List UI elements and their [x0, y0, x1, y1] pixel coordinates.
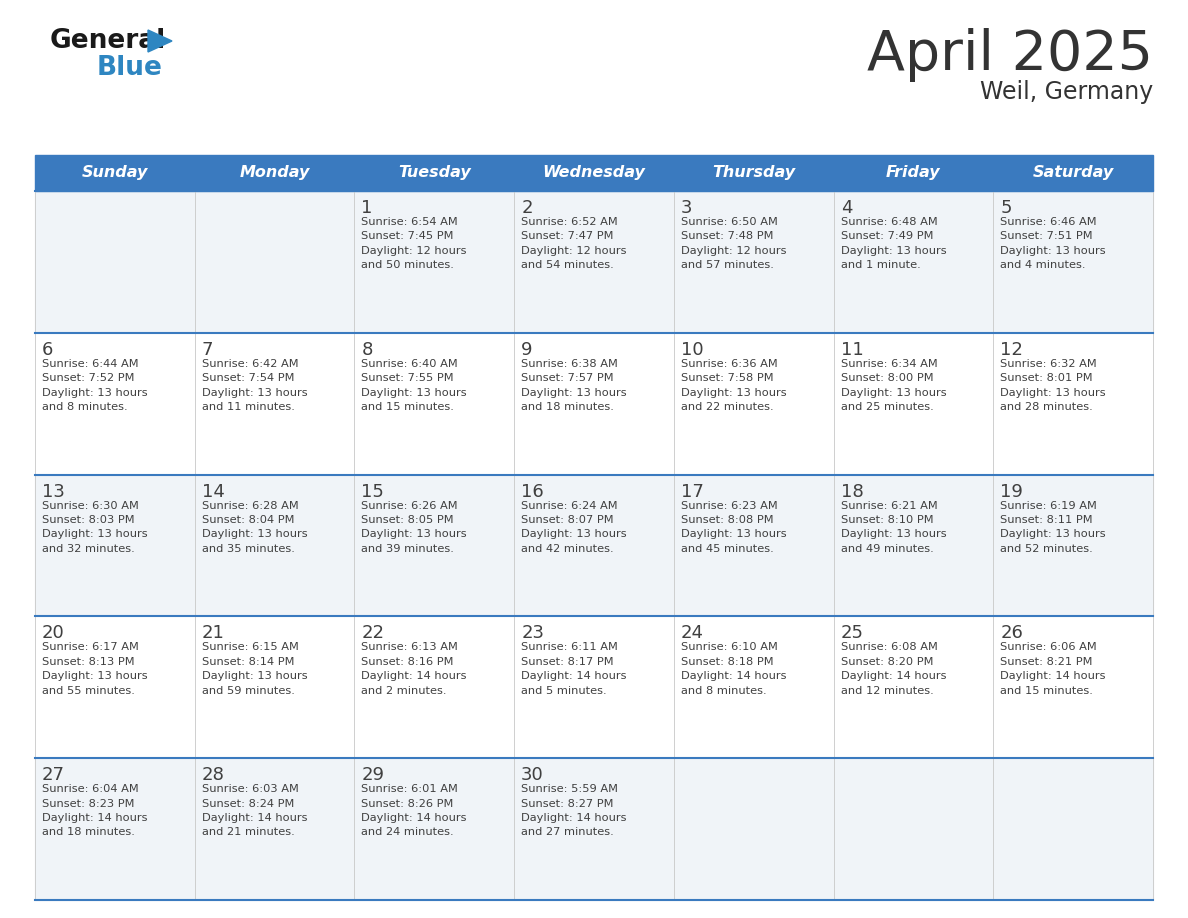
Text: 19: 19: [1000, 483, 1023, 500]
Text: 21: 21: [202, 624, 225, 643]
Text: Sunday: Sunday: [82, 165, 148, 181]
Text: Sunrise: 6:04 AM
Sunset: 8:23 PM
Daylight: 14 hours
and 18 minutes.: Sunrise: 6:04 AM Sunset: 8:23 PM Dayligh…: [42, 784, 147, 837]
Text: April 2025: April 2025: [867, 28, 1154, 82]
Text: Sunrise: 6:15 AM
Sunset: 8:14 PM
Daylight: 13 hours
and 59 minutes.: Sunrise: 6:15 AM Sunset: 8:14 PM Dayligh…: [202, 643, 308, 696]
Text: 20: 20: [42, 624, 65, 643]
Bar: [34, 475, 1154, 616]
Text: 9: 9: [522, 341, 532, 359]
Text: General: General: [50, 28, 166, 54]
Text: Sunrise: 6:19 AM
Sunset: 8:11 PM
Daylight: 13 hours
and 52 minutes.: Sunrise: 6:19 AM Sunset: 8:11 PM Dayligh…: [1000, 500, 1106, 554]
Text: Thursday: Thursday: [712, 165, 795, 181]
Text: Sunrise: 6:28 AM
Sunset: 8:04 PM
Daylight: 13 hours
and 35 minutes.: Sunrise: 6:28 AM Sunset: 8:04 PM Dayligh…: [202, 500, 308, 554]
Polygon shape: [148, 30, 172, 52]
Text: 3: 3: [681, 199, 693, 217]
Text: Sunrise: 6:44 AM
Sunset: 7:52 PM
Daylight: 13 hours
and 8 minutes.: Sunrise: 6:44 AM Sunset: 7:52 PM Dayligh…: [42, 359, 147, 412]
Text: Sunrise: 6:13 AM
Sunset: 8:16 PM
Daylight: 14 hours
and 2 minutes.: Sunrise: 6:13 AM Sunset: 8:16 PM Dayligh…: [361, 643, 467, 696]
Text: 14: 14: [202, 483, 225, 500]
Text: 2: 2: [522, 199, 532, 217]
Bar: [34, 155, 1154, 191]
Text: Sunrise: 6:26 AM
Sunset: 8:05 PM
Daylight: 13 hours
and 39 minutes.: Sunrise: 6:26 AM Sunset: 8:05 PM Dayligh…: [361, 500, 467, 554]
Text: Sunrise: 6:08 AM
Sunset: 8:20 PM
Daylight: 14 hours
and 12 minutes.: Sunrise: 6:08 AM Sunset: 8:20 PM Dayligh…: [841, 643, 946, 696]
Text: Blue: Blue: [97, 55, 163, 81]
Bar: [34, 333, 1154, 475]
Text: 15: 15: [361, 483, 384, 500]
Text: Sunrise: 6:52 AM
Sunset: 7:47 PM
Daylight: 12 hours
and 54 minutes.: Sunrise: 6:52 AM Sunset: 7:47 PM Dayligh…: [522, 217, 626, 270]
Text: Sunrise: 6:34 AM
Sunset: 8:00 PM
Daylight: 13 hours
and 25 minutes.: Sunrise: 6:34 AM Sunset: 8:00 PM Dayligh…: [841, 359, 946, 412]
Text: 11: 11: [841, 341, 864, 359]
Text: Friday: Friday: [886, 165, 941, 181]
Text: 12: 12: [1000, 341, 1023, 359]
Text: 1: 1: [361, 199, 373, 217]
Text: 6: 6: [42, 341, 53, 359]
Text: Sunrise: 6:42 AM
Sunset: 7:54 PM
Daylight: 13 hours
and 11 minutes.: Sunrise: 6:42 AM Sunset: 7:54 PM Dayligh…: [202, 359, 308, 412]
Bar: [34, 191, 1154, 333]
Text: Sunrise: 6:10 AM
Sunset: 8:18 PM
Daylight: 14 hours
and 8 minutes.: Sunrise: 6:10 AM Sunset: 8:18 PM Dayligh…: [681, 643, 786, 696]
Text: 13: 13: [42, 483, 65, 500]
Text: 26: 26: [1000, 624, 1023, 643]
Text: 30: 30: [522, 767, 544, 784]
Text: Sunrise: 6:24 AM
Sunset: 8:07 PM
Daylight: 13 hours
and 42 minutes.: Sunrise: 6:24 AM Sunset: 8:07 PM Dayligh…: [522, 500, 627, 554]
Text: Sunrise: 6:01 AM
Sunset: 8:26 PM
Daylight: 14 hours
and 24 minutes.: Sunrise: 6:01 AM Sunset: 8:26 PM Dayligh…: [361, 784, 467, 837]
Text: 8: 8: [361, 341, 373, 359]
Text: Sunrise: 5:59 AM
Sunset: 8:27 PM
Daylight: 14 hours
and 27 minutes.: Sunrise: 5:59 AM Sunset: 8:27 PM Dayligh…: [522, 784, 626, 837]
Text: Saturday: Saturday: [1032, 165, 1114, 181]
Text: 4: 4: [841, 199, 852, 217]
Text: 27: 27: [42, 767, 65, 784]
Text: Sunrise: 6:30 AM
Sunset: 8:03 PM
Daylight: 13 hours
and 32 minutes.: Sunrise: 6:30 AM Sunset: 8:03 PM Dayligh…: [42, 500, 147, 554]
Text: Sunrise: 6:21 AM
Sunset: 8:10 PM
Daylight: 13 hours
and 49 minutes.: Sunrise: 6:21 AM Sunset: 8:10 PM Dayligh…: [841, 500, 946, 554]
Text: Monday: Monday: [240, 165, 310, 181]
Text: 28: 28: [202, 767, 225, 784]
Text: 5: 5: [1000, 199, 1012, 217]
Text: 7: 7: [202, 341, 213, 359]
Text: 16: 16: [522, 483, 544, 500]
Text: Sunrise: 6:40 AM
Sunset: 7:55 PM
Daylight: 13 hours
and 15 minutes.: Sunrise: 6:40 AM Sunset: 7:55 PM Dayligh…: [361, 359, 467, 412]
Text: 10: 10: [681, 341, 703, 359]
Bar: [34, 616, 1154, 758]
Bar: [34, 758, 1154, 900]
Text: Sunrise: 6:32 AM
Sunset: 8:01 PM
Daylight: 13 hours
and 28 minutes.: Sunrise: 6:32 AM Sunset: 8:01 PM Dayligh…: [1000, 359, 1106, 412]
Text: Sunrise: 6:23 AM
Sunset: 8:08 PM
Daylight: 13 hours
and 45 minutes.: Sunrise: 6:23 AM Sunset: 8:08 PM Dayligh…: [681, 500, 786, 554]
Text: Sunrise: 6:50 AM
Sunset: 7:48 PM
Daylight: 12 hours
and 57 minutes.: Sunrise: 6:50 AM Sunset: 7:48 PM Dayligh…: [681, 217, 786, 270]
Text: Sunrise: 6:48 AM
Sunset: 7:49 PM
Daylight: 13 hours
and 1 minute.: Sunrise: 6:48 AM Sunset: 7:49 PM Dayligh…: [841, 217, 946, 270]
Text: Sunrise: 6:38 AM
Sunset: 7:57 PM
Daylight: 13 hours
and 18 minutes.: Sunrise: 6:38 AM Sunset: 7:57 PM Dayligh…: [522, 359, 627, 412]
Text: Wednesday: Wednesday: [543, 165, 645, 181]
Text: Sunrise: 6:46 AM
Sunset: 7:51 PM
Daylight: 13 hours
and 4 minutes.: Sunrise: 6:46 AM Sunset: 7:51 PM Dayligh…: [1000, 217, 1106, 270]
Text: Sunrise: 6:36 AM
Sunset: 7:58 PM
Daylight: 13 hours
and 22 minutes.: Sunrise: 6:36 AM Sunset: 7:58 PM Dayligh…: [681, 359, 786, 412]
Text: 29: 29: [361, 767, 385, 784]
Text: 23: 23: [522, 624, 544, 643]
Text: Sunrise: 6:17 AM
Sunset: 8:13 PM
Daylight: 13 hours
and 55 minutes.: Sunrise: 6:17 AM Sunset: 8:13 PM Dayligh…: [42, 643, 147, 696]
Text: Tuesday: Tuesday: [398, 165, 470, 181]
Text: Sunrise: 6:06 AM
Sunset: 8:21 PM
Daylight: 14 hours
and 15 minutes.: Sunrise: 6:06 AM Sunset: 8:21 PM Dayligh…: [1000, 643, 1106, 696]
Text: Sunrise: 6:11 AM
Sunset: 8:17 PM
Daylight: 14 hours
and 5 minutes.: Sunrise: 6:11 AM Sunset: 8:17 PM Dayligh…: [522, 643, 626, 696]
Text: Weil, Germany: Weil, Germany: [980, 80, 1154, 104]
Text: 25: 25: [841, 624, 864, 643]
Text: Sunrise: 6:03 AM
Sunset: 8:24 PM
Daylight: 14 hours
and 21 minutes.: Sunrise: 6:03 AM Sunset: 8:24 PM Dayligh…: [202, 784, 308, 837]
Text: 18: 18: [841, 483, 864, 500]
Text: Sunrise: 6:54 AM
Sunset: 7:45 PM
Daylight: 12 hours
and 50 minutes.: Sunrise: 6:54 AM Sunset: 7:45 PM Dayligh…: [361, 217, 467, 270]
Text: 24: 24: [681, 624, 703, 643]
Text: 22: 22: [361, 624, 385, 643]
Text: 17: 17: [681, 483, 703, 500]
